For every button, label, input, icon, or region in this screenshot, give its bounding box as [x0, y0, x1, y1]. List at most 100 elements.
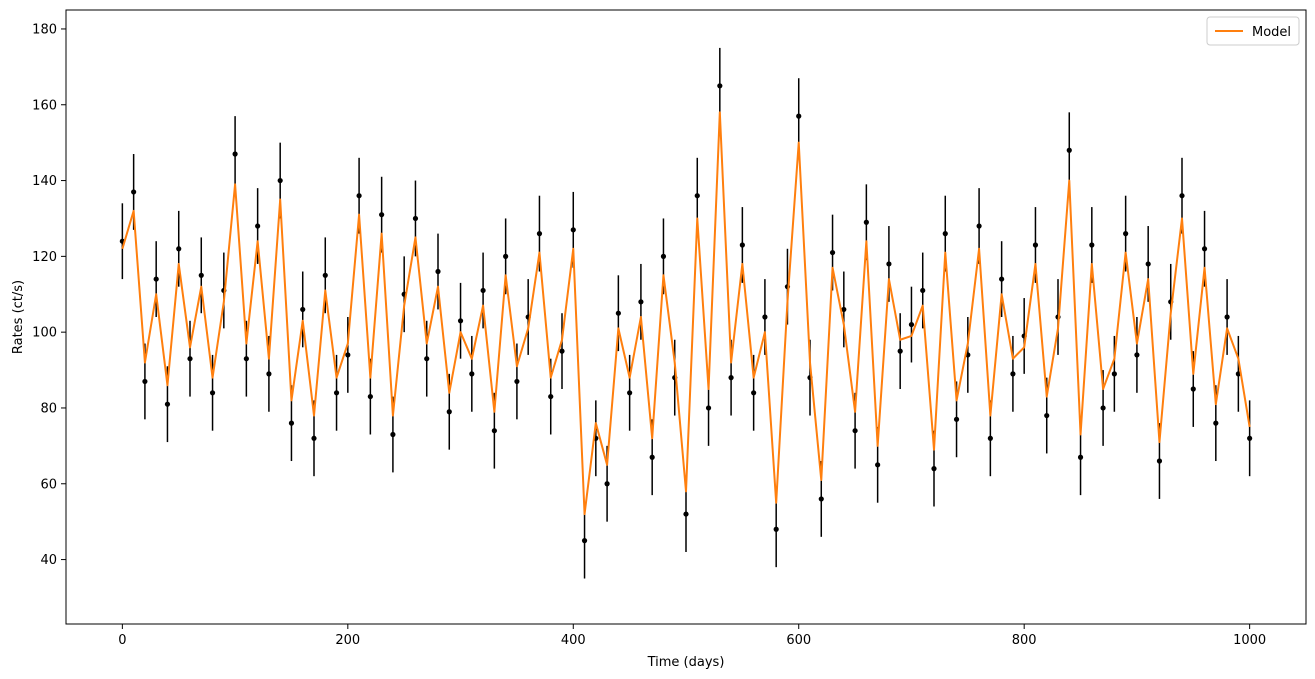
data-point: [728, 375, 734, 381]
data-point: [694, 193, 700, 199]
data-point: [615, 310, 621, 316]
data-point: [514, 378, 520, 385]
y-tick-label: 140: [32, 174, 57, 189]
data-point: [243, 356, 249, 362]
data-point: [1077, 454, 1084, 460]
x-tick-label: 0: [118, 633, 126, 648]
axes-frame: [65, 9, 1307, 625]
data-point: [424, 356, 430, 362]
data-point: [852, 428, 858, 434]
data-point: [942, 231, 948, 237]
data-point: [412, 215, 419, 222]
x-tick-label: 200: [335, 633, 360, 648]
plot-area: [119, 47, 1253, 579]
data-point: [931, 466, 937, 472]
data-point: [1100, 405, 1106, 411]
data-point: [379, 212, 385, 218]
data-point: [875, 462, 881, 468]
data-point: [829, 249, 836, 256]
data-point: [390, 431, 396, 438]
data-point: [176, 246, 182, 252]
y-tick-label: 60: [40, 477, 57, 492]
data-point: [1224, 314, 1230, 320]
data-point: [277, 177, 283, 184]
data-point: [345, 352, 351, 358]
data-point: [209, 390, 216, 396]
data-point: [131, 189, 137, 195]
data-point: [1010, 371, 1016, 377]
data-point: [1156, 458, 1163, 464]
data-point: [649, 454, 655, 460]
data-point: [796, 113, 802, 119]
data-point: [897, 348, 903, 354]
x-tick-label: 1000: [1233, 633, 1266, 648]
y-tick-label: 180: [32, 22, 57, 37]
x-axis: 0 200 400 600 800 1000: [118, 624, 1266, 648]
y-axis-label: Rates (ct/s): [11, 280, 26, 354]
data-point: [581, 538, 588, 544]
y-tick-label: 80: [40, 401, 57, 416]
data-point: [266, 371, 272, 377]
data-point: [164, 401, 171, 407]
data-point: [841, 306, 847, 313]
data-point: [435, 268, 441, 275]
data-point: [1190, 386, 1196, 392]
x-tick-label: 800: [1012, 633, 1037, 648]
data-point: [773, 526, 779, 532]
data-point: [1145, 261, 1151, 267]
data-point: [333, 390, 340, 396]
y-tick-label: 100: [32, 326, 57, 341]
data-point: [999, 276, 1005, 282]
data-point: [446, 409, 452, 415]
data-point: [705, 405, 712, 411]
data-point: [1247, 435, 1253, 441]
data-point: [356, 193, 362, 199]
data-point: [1213, 420, 1219, 426]
data-point: [480, 287, 486, 294]
y-tick-label: 120: [32, 250, 57, 265]
data-point: [1111, 371, 1117, 377]
x-tick-label: 400: [561, 633, 586, 648]
data-point: [536, 231, 543, 237]
data-point: [491, 428, 497, 434]
data-point: [187, 356, 193, 362]
legend: Model: [1206, 16, 1300, 46]
y-axis: 40 60 80 100 120 140 160 180: [32, 22, 66, 568]
data-point: [300, 306, 306, 313]
data-point: [153, 276, 159, 282]
data-point: [288, 420, 295, 426]
data-point: [604, 481, 610, 487]
data-point: [367, 393, 373, 400]
data-point: [908, 321, 915, 328]
data-point: [953, 416, 960, 422]
data-point: [660, 253, 667, 259]
legend-box: [1206, 16, 1300, 46]
data-point: [886, 261, 892, 267]
data-point: [717, 83, 723, 89]
data-point: [322, 272, 328, 278]
x-tick-label: 600: [786, 633, 811, 648]
data-point: [548, 393, 554, 400]
data-point: [1201, 246, 1208, 252]
data-point: [1179, 193, 1185, 199]
data-point: [976, 223, 982, 229]
data-point: [559, 348, 565, 354]
data-point: [1123, 231, 1129, 237]
data-point: [739, 242, 745, 248]
y-tick-label: 40: [40, 553, 57, 568]
x-axis-label: Time (days): [647, 655, 725, 670]
data-point: [818, 496, 824, 502]
data-point: [570, 227, 576, 233]
data-point: [255, 223, 261, 229]
y-tick-label: 160: [32, 98, 57, 113]
data-point: [142, 378, 148, 385]
data-point: [751, 390, 757, 396]
data-point: [1044, 412, 1050, 419]
data-point: [627, 390, 633, 396]
data-point: [469, 371, 475, 377]
data-point: [1089, 242, 1095, 248]
data-point: [638, 299, 644, 305]
data-point: [1066, 147, 1072, 153]
